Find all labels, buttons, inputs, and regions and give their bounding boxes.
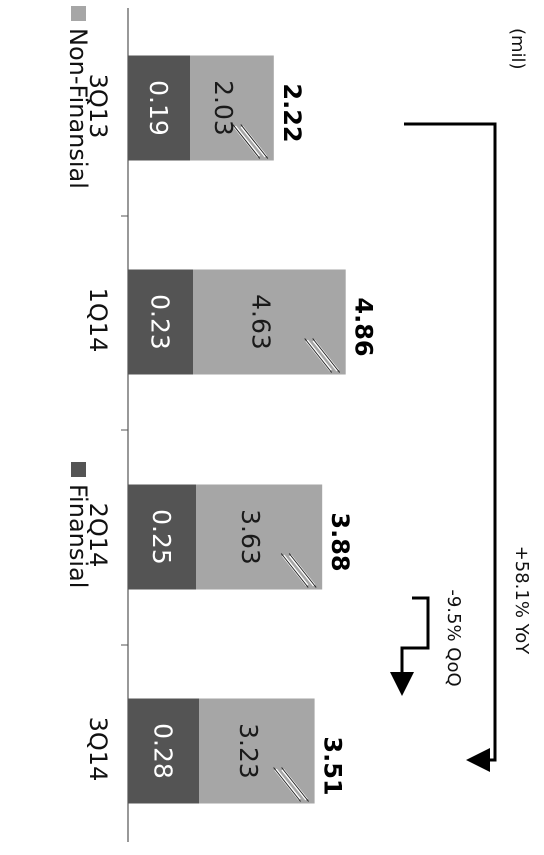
label-total: 3.51 xyxy=(319,736,347,795)
category-label: 1Q14 xyxy=(84,288,112,353)
rotated-plot: (mil) 0.19 2.03 2.22 0.23 4.63 4.86 0.25 3.63 3.… xyxy=(64,6,532,842)
label-non-finansial: 2.03 xyxy=(209,80,238,136)
legend-item: Non-Finansial xyxy=(64,6,92,189)
legend-swatch xyxy=(71,6,86,21)
axis-break-mark xyxy=(281,767,309,802)
qoq-annotation: -9.5% QoQ xyxy=(443,589,464,686)
axis-break-mark xyxy=(240,124,269,159)
bar-finansial xyxy=(128,698,199,804)
legend-swatch xyxy=(71,462,86,477)
legend-item: Finansial xyxy=(64,462,92,588)
bar-group: 0.19 2.03 2.22 xyxy=(128,55,306,161)
axis-break-mark xyxy=(304,338,333,373)
category-label: 2Q14 xyxy=(84,503,112,568)
label-total: 4.86 xyxy=(350,297,378,356)
label-finansial: 0.28 xyxy=(149,723,178,779)
legend: Non-Finansial Finansial xyxy=(64,6,92,588)
bar-group: 0.28 3.23 3.51 xyxy=(128,698,347,804)
yoy-arrow xyxy=(404,122,497,772)
axis-break-mark xyxy=(232,124,261,159)
bars-layer: 0.19 2.03 2.22 0.23 4.63 4.86 0.25 3.63 3.88 0.28… xyxy=(128,55,378,804)
legend-label: Non-Finansial xyxy=(64,28,92,189)
legend-label: Finansial xyxy=(64,484,92,588)
category-labels: 3Q13 1Q14 2Q14 3Q14 xyxy=(84,74,112,782)
category-label: 3Q13 xyxy=(84,74,112,139)
label-non-finansial: 4.63 xyxy=(246,294,275,350)
label-finansial: 0.23 xyxy=(146,294,175,350)
qoq-arrow xyxy=(390,596,430,696)
bar-finansial xyxy=(128,55,190,161)
label-non-finansial: 3.23 xyxy=(234,723,263,779)
label-total: 2.22 xyxy=(278,83,306,142)
bar-finansial xyxy=(128,269,193,375)
yoy-annotation: +58.1% YoY xyxy=(511,546,532,656)
bar-group: 0.23 4.63 4.86 xyxy=(128,269,378,375)
axis-break-mark xyxy=(312,338,341,373)
bar-non-finansial xyxy=(199,698,315,804)
bar-finansial xyxy=(128,484,196,590)
bar-group: 0.25 3.63 3.88 xyxy=(128,484,354,590)
axis-break-mark xyxy=(273,767,301,802)
category-label: 3Q14 xyxy=(84,717,112,782)
unit-label: (mil) xyxy=(507,28,528,70)
label-non-finansial: 3.63 xyxy=(236,509,265,565)
axis-break-mark xyxy=(280,553,309,588)
label-finansial: 0.25 xyxy=(147,509,176,565)
label-finansial: 0.19 xyxy=(144,80,173,136)
bar-non-finansial xyxy=(193,269,346,375)
label-total: 3.88 xyxy=(326,512,354,571)
bar-non-finansial xyxy=(190,55,274,161)
axis-break-mark xyxy=(288,553,317,588)
